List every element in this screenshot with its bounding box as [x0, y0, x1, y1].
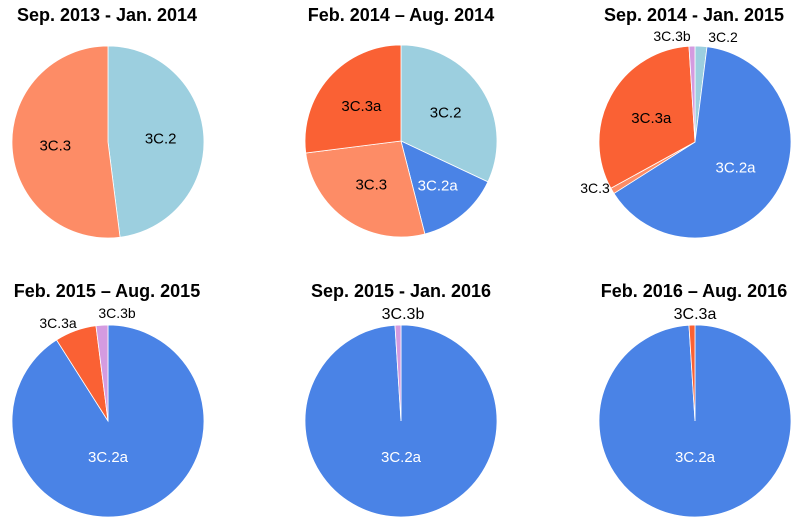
- slice-label-3c-3a: 3C.3a: [39, 315, 77, 331]
- pie-panel-4: Feb. 2015 – Aug. 2015 3C.2a 3C.3a 3C.3b: [11, 281, 205, 518]
- chart-title: Sep. 2013 - Jan. 2014: [17, 5, 197, 25]
- pie-slice-3c-3: [305, 140, 426, 238]
- chart-title: Sep. 2015 - Jan. 2016: [311, 281, 491, 301]
- pie-slice-3c-3b: [95, 324, 109, 422]
- slice-label-3c-2a: 3C.2a: [715, 160, 756, 177]
- pie-slice-3c-3: [11, 45, 121, 239]
- slice-label-3c-3a: 3C.3a: [631, 110, 672, 127]
- pie-panel-1: Sep. 2013 - Jan. 2014 3C.2 3C.3: [11, 5, 205, 239]
- pie-slice-3c-3b: [688, 45, 696, 143]
- slice-label-3c-3: 3C.3: [355, 177, 387, 194]
- pie-slice-3c-3a: [304, 44, 402, 154]
- pie-slice-3c-3b: [394, 324, 402, 422]
- pie-slice-3c-3a: [688, 324, 696, 422]
- pie-slice-3c-2a: [613, 46, 792, 239]
- chart-title: Feb. 2014 – Aug. 2014: [308, 5, 494, 25]
- slice-label-3c-3b: 3C.3b: [98, 305, 136, 321]
- slice-label-3c-2a: 3C.2a: [418, 177, 459, 194]
- slice-label-3c-2a: 3C.2a: [88, 449, 129, 466]
- slice-label-3c-2a: 3C.2a: [381, 449, 422, 466]
- pie-panel-6: Feb. 2016 – Aug. 2016 3C.2a 3C.3a: [598, 281, 792, 518]
- pie-slice-3c-3a: [598, 45, 696, 189]
- slice-label-3c-3b: 3C.3b: [653, 28, 691, 44]
- pie-panel-3: Sep. 2014 - Jan. 2015 3C.2 3C.2a 3C.3 3C.3a 3…: [580, 5, 792, 239]
- slice-label-3c-3: 3C.3: [580, 180, 610, 196]
- slice-label-3c-2: 3C.2: [145, 131, 177, 148]
- slice-label-3c-2a: 3C.2a: [675, 449, 716, 466]
- slice-label-3c-3a: 3C.3a: [674, 306, 717, 323]
- slice-label-3c-2: 3C.2: [708, 29, 738, 45]
- pie-slice-3c-2: [400, 44, 498, 183]
- chart-title: Sep. 2014 - Jan. 2015: [604, 5, 784, 25]
- pie-slice-3c-2: [107, 45, 205, 238]
- slice-label-3c-3a: 3C.3a: [341, 98, 382, 115]
- chart-title: Feb. 2016 – Aug. 2016: [601, 281, 787, 301]
- pie-slice-3c-2a: [400, 140, 489, 235]
- slice-label-3c-3b: 3C.3b: [382, 306, 425, 323]
- pie-panel-5: Sep. 2015 - Jan. 2016 3C.2a 3C.3b: [304, 281, 498, 518]
- chart-title: Feb. 2015 – Aug. 2015: [14, 281, 200, 301]
- slice-label-3c-3: 3C.3: [39, 137, 71, 154]
- slice-label-3c-2: 3C.2: [430, 105, 462, 122]
- pie-panel-2: Feb. 2014 – Aug. 2014 3C.2 3C.2a 3C.3 3C.3a: [304, 5, 498, 238]
